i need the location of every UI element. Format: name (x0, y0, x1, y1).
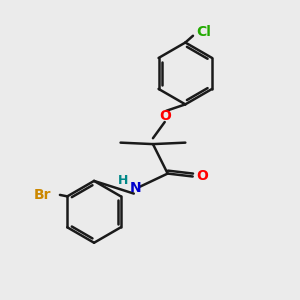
Text: Br: Br (34, 188, 51, 202)
Text: O: O (196, 169, 208, 184)
Text: Cl: Cl (196, 25, 211, 39)
Text: N: N (130, 181, 141, 195)
Text: O: O (159, 109, 171, 123)
Text: H: H (118, 174, 128, 188)
